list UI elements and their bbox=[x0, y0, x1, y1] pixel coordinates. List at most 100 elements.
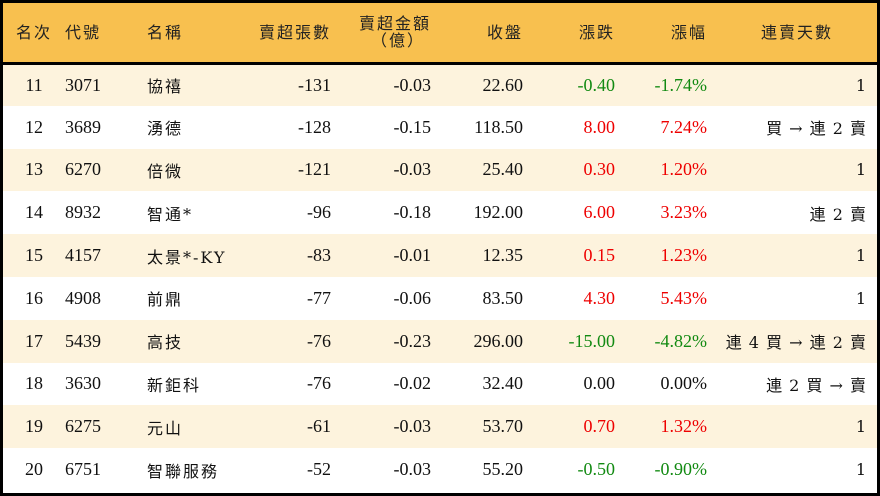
name-cell: 倍微 bbox=[147, 161, 184, 181]
change-pct-cell: -1.74% bbox=[654, 74, 708, 95]
rank-cell: 16 bbox=[25, 287, 43, 308]
net-sell-lots-cell: -83 bbox=[307, 245, 331, 266]
net-sell-lots-cell: -76 bbox=[307, 373, 331, 394]
net-sell-amount-cell: -0.03 bbox=[393, 416, 432, 437]
close-cell: 55.20 bbox=[482, 459, 524, 480]
name-cell: 協禧 bbox=[147, 77, 184, 97]
streak-cell: 連 2 買 → 賣 bbox=[766, 375, 867, 395]
streak-cell: 1 bbox=[855, 460, 867, 480]
rank-cell: 19 bbox=[25, 416, 43, 437]
change-pct-cell: 0.00% bbox=[660, 373, 708, 394]
close-cell: 53.70 bbox=[482, 416, 524, 437]
rank-cell: 18 bbox=[25, 373, 43, 394]
close-cell: 192.00 bbox=[473, 202, 524, 223]
net-sell-lots-cell: -121 bbox=[298, 159, 331, 180]
name-cell: 新鉅科 bbox=[147, 375, 202, 395]
rank-cell: 17 bbox=[25, 330, 43, 351]
header-code: 代號 bbox=[65, 22, 102, 42]
code-cell: 5439 bbox=[65, 330, 101, 351]
net-sell-amount-cell: -0.03 bbox=[393, 74, 432, 95]
table-row: 14 8932 智通* -96 -0.18 192.00 6.00 3.23% … bbox=[3, 191, 877, 235]
rank-cell: 13 bbox=[25, 159, 43, 180]
change-cell: 8.00 bbox=[583, 116, 616, 137]
change-pct-cell: -4.82% bbox=[654, 330, 708, 351]
change-pct-cell: 1.20% bbox=[660, 159, 708, 180]
change-cell: 0.30 bbox=[583, 159, 616, 180]
close-cell: 32.40 bbox=[482, 373, 524, 394]
header-name: 名稱 bbox=[147, 22, 184, 42]
close-cell: 25.40 bbox=[482, 159, 524, 180]
close-cell: 12.35 bbox=[482, 245, 524, 266]
change-pct-cell: 3.23% bbox=[660, 202, 708, 223]
net-sell-amount-cell: -0.02 bbox=[393, 373, 432, 394]
table-row: 20 6751 智聯服務 -52 -0.03 55.20 -0.50 -0.90… bbox=[3, 448, 877, 491]
net-sell-lots-cell: -77 bbox=[307, 287, 331, 308]
change-cell: -0.50 bbox=[577, 459, 616, 480]
header-streak: 連賣天數 bbox=[760, 22, 833, 42]
table-row: 12 3689 湧德 -128 -0.15 118.50 8.00 7.24% … bbox=[3, 105, 877, 149]
table-row: 15 4157 太景*-KY -83 -0.01 12.35 0.15 1.23… bbox=[3, 234, 877, 277]
header-net-sell-amount: 賣超金額 （億） bbox=[331, 3, 431, 63]
streak-cell: 連 4 買 → 連 2 賣 bbox=[725, 333, 867, 353]
name-cell: 智聯服務 bbox=[147, 461, 220, 481]
streak-cell: 連 2 賣 bbox=[809, 204, 867, 224]
change-cell: -15.00 bbox=[568, 330, 616, 351]
net-sell-amount-cell: -0.18 bbox=[393, 202, 432, 223]
streak-cell: 1 bbox=[855, 160, 867, 180]
streak-cell: 1 bbox=[855, 288, 867, 308]
close-cell: 118.50 bbox=[474, 116, 523, 137]
net-sell-amount-cell: -0.15 bbox=[393, 116, 432, 137]
streak-cell: 買 → 連 2 賣 bbox=[766, 119, 867, 139]
rank-cell: 15 bbox=[25, 245, 43, 266]
streak-cell: 1 bbox=[855, 246, 867, 266]
change-pct-cell: 5.43% bbox=[660, 287, 708, 308]
net-sell-lots-cell: -128 bbox=[298, 116, 331, 137]
net-sell-amount-cell: -0.03 bbox=[393, 459, 432, 480]
change-cell: 4.30 bbox=[583, 287, 616, 308]
header-net-sell-lots: 賣超張數 bbox=[258, 22, 331, 42]
table-row: 18 3630 新鉅科 -76 -0.02 32.40 0.00 0.00% 連… bbox=[3, 362, 877, 406]
change-pct-cell: 7.24% bbox=[660, 116, 708, 137]
table-row: 11 3071 協禧 -131 -0.03 22.60 -0.40 -1.74%… bbox=[3, 63, 877, 106]
close-cell: 22.60 bbox=[482, 74, 524, 95]
code-cell: 4157 bbox=[65, 245, 101, 266]
change-cell: 6.00 bbox=[583, 202, 616, 223]
net-sell-lots-cell: -61 bbox=[307, 416, 331, 437]
header-rank: 名次 bbox=[15, 22, 52, 42]
change-cell: 0.15 bbox=[583, 245, 616, 266]
net-sell-amount-cell: -0.03 bbox=[393, 159, 432, 180]
streak-cell: 1 bbox=[855, 417, 867, 437]
header-row: 名次 代號 名稱 賣超張數 賣超金額 （億） 收盤 漲跌 漲幅 連賣天數 bbox=[3, 3, 877, 63]
table-row: 16 4908 前鼎 -77 -0.06 83.50 4.30 5.43% 1 bbox=[3, 276, 877, 320]
net-sell-lots-cell: -96 bbox=[307, 202, 331, 223]
rank-cell: 14 bbox=[25, 202, 43, 223]
header-change-pct: 漲幅 bbox=[670, 22, 707, 42]
net-sell-amount-cell: -0.23 bbox=[393, 330, 432, 351]
table-row: 13 6270 倍微 -121 -0.03 25.40 0.30 1.20% 1 bbox=[3, 148, 877, 192]
header-change: 漲跌 bbox=[578, 22, 615, 42]
code-cell: 6751 bbox=[65, 459, 101, 480]
table-row: 19 6275 元山 -61 -0.03 53.70 0.70 1.32% 1 bbox=[3, 405, 877, 449]
code-cell: 3071 bbox=[65, 74, 101, 95]
close-cell: 296.00 bbox=[473, 330, 524, 351]
name-cell: 湧德 bbox=[147, 119, 184, 139]
name-cell: 高技 bbox=[147, 333, 184, 353]
net-sell-amount-cell: -0.06 bbox=[393, 287, 432, 308]
change-pct-cell: -0.90% bbox=[654, 459, 708, 480]
rank-cell: 20 bbox=[25, 459, 43, 480]
code-cell: 8932 bbox=[65, 202, 101, 223]
change-cell: 0.70 bbox=[583, 416, 616, 437]
header-net-sell-amount-line2: （億） bbox=[370, 31, 425, 51]
close-cell: 83.50 bbox=[482, 287, 524, 308]
change-pct-cell: 1.23% bbox=[660, 245, 708, 266]
rank-cell: 12 bbox=[25, 116, 43, 137]
name-cell: 智通* bbox=[147, 204, 194, 224]
change-pct-cell: 1.32% bbox=[660, 416, 708, 437]
code-cell: 3689 bbox=[65, 116, 101, 137]
code-cell: 3630 bbox=[65, 373, 101, 394]
header-net-sell-amount-line1: 賣超金額 bbox=[358, 14, 431, 34]
name-cell: 前鼎 bbox=[147, 290, 184, 310]
streak-cell: 1 bbox=[855, 75, 867, 95]
change-cell: 0.00 bbox=[583, 373, 616, 394]
